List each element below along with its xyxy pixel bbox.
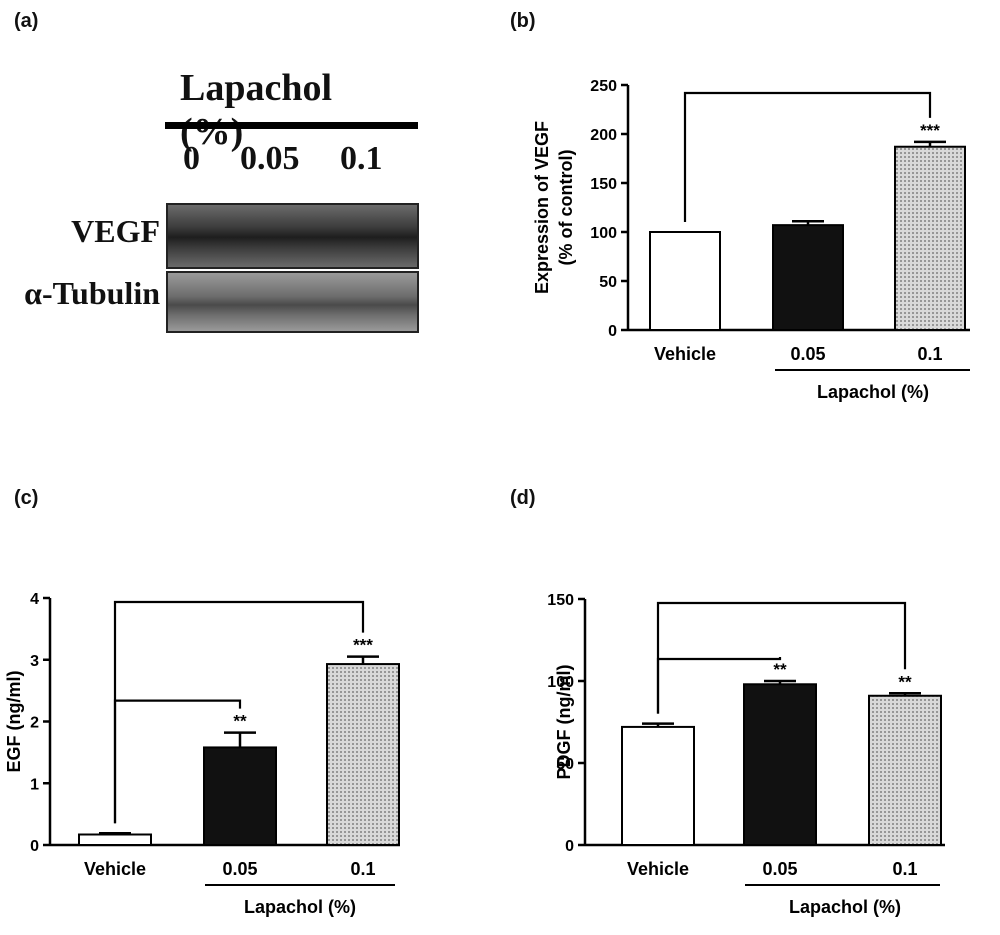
x-tick-label: 0.05 <box>790 344 825 364</box>
x-tick-label: Vehicle <box>627 859 689 879</box>
y-tick-label: 0 <box>608 323 617 340</box>
y-tick-label: 3 <box>30 653 39 670</box>
y-tick-label: 2 <box>30 715 39 732</box>
y-tick-label: 200 <box>590 127 617 144</box>
comparison-bracket <box>113 600 365 824</box>
bar-0.1 <box>894 145 966 331</box>
group-label: Lapachol (%) <box>244 897 356 917</box>
bar-vehicle <box>649 231 721 331</box>
comparison-bracket <box>683 91 932 222</box>
y-tick-label: 250 <box>590 78 617 95</box>
x-tick-label: Vehicle <box>84 859 146 879</box>
y-tick-label: 50 <box>599 274 617 291</box>
blot-row-tubulin-label: α-Tubulin <box>24 275 160 311</box>
bar-0.05 <box>772 224 844 331</box>
comparison-bracket <box>656 601 907 714</box>
y-axis-label-line2: (% of control) <box>556 150 576 266</box>
y-tick-label: 0 <box>30 838 39 855</box>
blot-divider <box>165 122 418 129</box>
blot-row-vegf-label: VEGF <box>71 213 160 249</box>
y-tick-label: 4 <box>30 591 39 608</box>
y-tick-label: 50 <box>556 756 574 773</box>
blot-lane-2: 0.05 <box>240 140 300 177</box>
y-axis-label: PDGF (ng/ml) <box>554 665 574 780</box>
group-label: Lapachol (%) <box>789 897 901 917</box>
panel-d-label: (d) <box>510 487 536 509</box>
blot-lane-1: 0 <box>183 140 200 177</box>
significance-label: ** <box>898 672 912 691</box>
y-tick-label: 100 <box>547 674 574 691</box>
y-tick-label: 0 <box>565 838 574 855</box>
y-tick-label: 1 <box>30 776 39 793</box>
panel-a-label: (a) <box>14 10 39 32</box>
blot-title: Lapachol (%) <box>180 67 333 153</box>
x-tick-label: 0.05 <box>762 859 797 879</box>
x-tick-label: 0.1 <box>350 859 375 879</box>
blot-lane-3: 0.1 <box>340 140 383 177</box>
significance-label: *** <box>920 121 940 140</box>
bar-0.05 <box>203 746 277 846</box>
chart-pdgf: 0 50 100 150 PDGF (ng/ml) Vehicle ** 0.05 ** 0.1 L… <box>547 592 945 917</box>
x-tick-label: 0.05 <box>222 859 257 879</box>
chart-vegf: 0 50 100 150 200 250 Expression of VEGF (% of c… <box>532 78 970 402</box>
x-tick-label: 0.1 <box>892 859 917 879</box>
significance-label: ** <box>773 660 787 679</box>
significance-label: ** <box>233 712 247 731</box>
blot-band-tubulin <box>166 271 419 333</box>
bar-vehicle <box>78 833 152 847</box>
panel-b-label: (b) <box>510 10 536 32</box>
y-axis-label: Expression of VEGF <box>532 121 552 294</box>
bar-0.05 <box>743 683 817 846</box>
x-tick-label: 0.1 <box>917 344 942 364</box>
bar-vehicle <box>621 725 695 846</box>
x-tick-label: Vehicle <box>654 344 716 364</box>
panel-c-label: (c) <box>14 487 39 509</box>
blot-band-vegf <box>166 203 419 269</box>
bar-0.1 <box>868 694 942 846</box>
chart-egf: 0 1 2 3 4 EGF (ng/ml) Vehicle ** 0.05 *** 0.1 Lapac… <box>4 591 400 917</box>
y-tick-label: 150 <box>590 176 617 193</box>
bar-0.1 <box>326 663 400 846</box>
y-tick-label: 150 <box>547 592 574 609</box>
y-axis-label: EGF (ng/ml) <box>4 671 24 773</box>
significance-label: *** <box>353 636 373 655</box>
group-label: Lapachol (%) <box>817 382 929 402</box>
y-tick-label: 100 <box>590 225 617 242</box>
